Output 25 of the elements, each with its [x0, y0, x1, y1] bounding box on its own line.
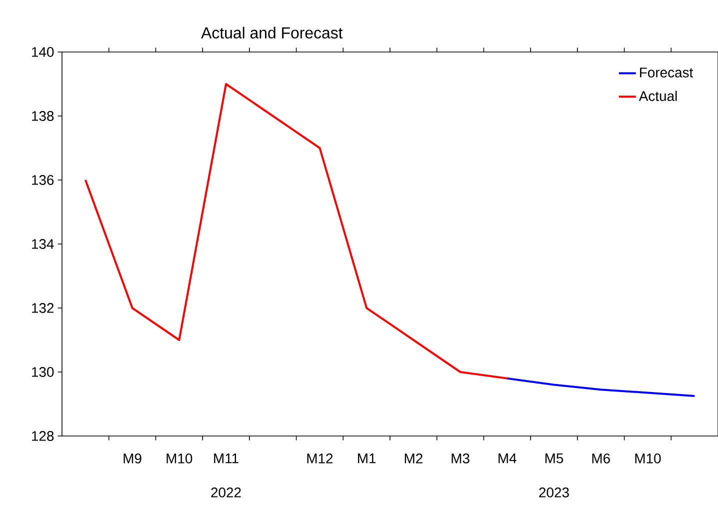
y-tick-label: 132	[32, 303, 54, 313]
x-tick-label: M9	[124, 454, 142, 464]
y-tick-label: 138	[32, 111, 54, 121]
x-tick-label: M2	[404, 454, 422, 464]
legend-label: Forecast	[640, 68, 694, 78]
x-tick-label: M12	[307, 454, 333, 464]
x-tick-label: M11	[214, 454, 238, 464]
y-tick-label: 140	[32, 47, 54, 57]
chart-title: Actual and Forecast	[201, 26, 343, 38]
y-tick-label: 128	[32, 431, 54, 441]
x-tick-label: M3	[452, 454, 470, 464]
y-tick-label: 130	[32, 367, 54, 377]
y-tick-label: 136	[32, 175, 54, 185]
text: 2022	[211, 488, 241, 498]
y-tick-label: 134	[32, 239, 54, 249]
text: 2023	[539, 488, 569, 498]
legend-label: Actual	[638, 90, 677, 102]
x-tick-label: M6	[592, 454, 610, 464]
x-tick-label: M5	[545, 454, 564, 464]
x-tick-label: M10	[635, 454, 661, 464]
x-tick-label: M1	[358, 454, 376, 464]
x-tick-label: M10	[166, 454, 192, 464]
line-series	[506, 377, 696, 397]
x-tick-label: M4	[498, 454, 516, 464]
line-series	[84, 82, 508, 380]
